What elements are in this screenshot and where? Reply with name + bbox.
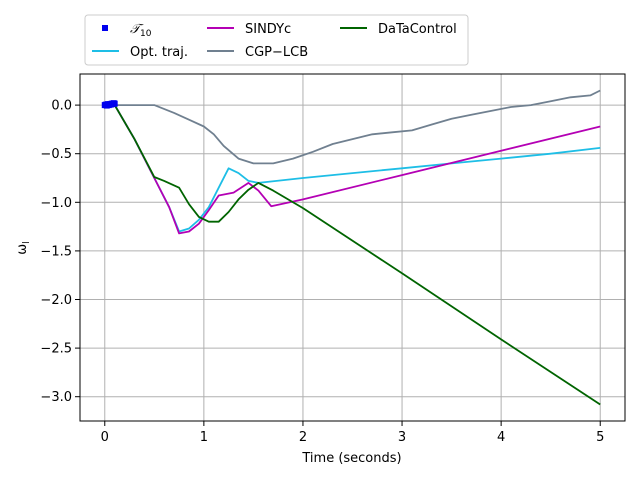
x-tick-label: 3 bbox=[398, 430, 406, 445]
y-axis-label-main: ω bbox=[15, 244, 30, 255]
ticks: 0 1 2 3 4 5 0.0 −0.5 −1.0 −1.5 −2.0 −2.5 −3.0 bbox=[40, 99, 604, 445]
y-tick-label: −1.5 bbox=[40, 244, 72, 259]
y-axis-label: ωl bbox=[15, 241, 32, 254]
plot-frame bbox=[79, 73, 626, 422]
data-point bbox=[111, 100, 118, 107]
y-tick-label: −3.0 bbox=[40, 390, 72, 405]
series-group bbox=[101, 89, 601, 406]
legend-label: DaTaControl bbox=[378, 22, 457, 37]
legend-box bbox=[84, 14, 469, 66]
legend-label: Opt. traj. bbox=[130, 45, 188, 60]
x-tick-label: 5 bbox=[596, 430, 604, 445]
legend-label: CGP−LCB bbox=[245, 45, 308, 60]
series-line-datacontrol bbox=[104, 104, 601, 406]
legend-marker bbox=[102, 25, 108, 31]
x-tick-label: 0 bbox=[101, 430, 109, 445]
y-tick-label: 0.0 bbox=[51, 99, 72, 114]
x-tick-label: 4 bbox=[497, 430, 505, 445]
y-axis-label-subscript: l bbox=[22, 241, 32, 244]
y-tick-label: −0.5 bbox=[40, 147, 72, 162]
grid bbox=[80, 74, 625, 421]
legend-label: SINDYc bbox=[245, 22, 291, 37]
x-tick-label: 1 bbox=[200, 430, 208, 445]
x-tick-label: 2 bbox=[299, 430, 307, 445]
y-tick-label: −2.0 bbox=[40, 293, 72, 308]
y-tick-label: −2.5 bbox=[40, 342, 72, 357]
x-axis-label: Time (seconds) bbox=[301, 451, 401, 466]
y-tick-label: −1.0 bbox=[40, 196, 72, 211]
series-line-cgp-lcb bbox=[104, 89, 601, 165]
